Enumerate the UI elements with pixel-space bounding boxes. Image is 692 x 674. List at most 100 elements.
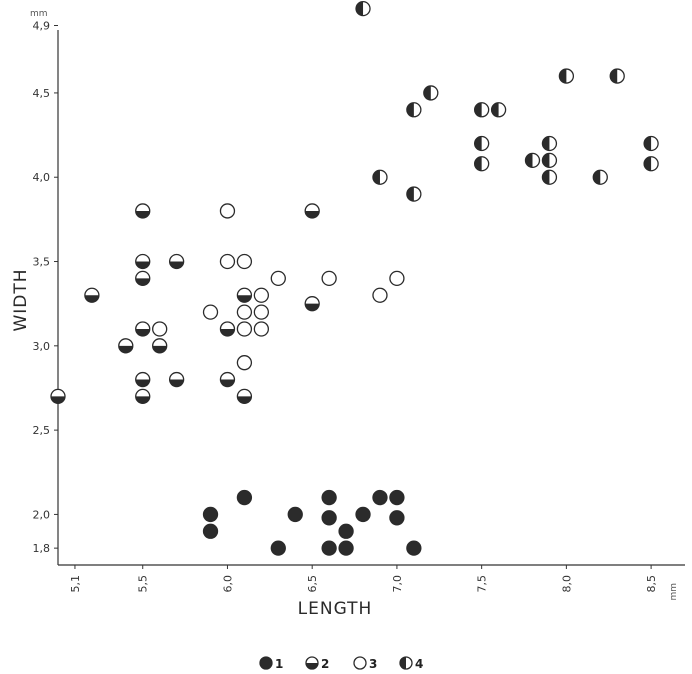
legend-label: 3 xyxy=(369,657,377,671)
data-point xyxy=(524,152,541,169)
data-point xyxy=(135,203,151,219)
data-point xyxy=(609,68,625,84)
legend-label: 4 xyxy=(415,657,423,671)
legend-label: 2 xyxy=(321,657,329,671)
x-tick-label: 7,0 xyxy=(391,575,404,593)
data-point xyxy=(219,371,236,388)
x-tick-label: 8,0 xyxy=(560,575,573,593)
data-point xyxy=(389,510,405,526)
data-point xyxy=(152,321,168,337)
y-tick-label: 2,0 xyxy=(33,508,51,521)
data-point xyxy=(202,304,219,320)
y-axis-title: WIDTH xyxy=(11,268,31,331)
data-point xyxy=(355,506,371,523)
data-point xyxy=(321,540,337,556)
data-point xyxy=(236,355,253,371)
data-point xyxy=(592,169,608,185)
data-point xyxy=(253,321,270,337)
data-point xyxy=(202,523,219,539)
data-point xyxy=(473,156,490,172)
data-point xyxy=(558,68,575,84)
x-tick-label: 5,5 xyxy=(137,575,150,593)
x-axis-title: LENGTH xyxy=(298,599,373,619)
data-point xyxy=(372,169,388,185)
data-point xyxy=(473,102,490,118)
legend-label: 1 xyxy=(275,657,283,671)
data-point xyxy=(219,253,236,270)
data-point xyxy=(389,270,405,287)
data-point xyxy=(321,270,337,287)
data-point xyxy=(643,135,659,152)
y-tick-label: 1,8 xyxy=(33,542,51,555)
legend-marker xyxy=(399,656,413,670)
data-point xyxy=(253,304,270,320)
series-4 xyxy=(355,0,659,202)
data-point xyxy=(643,156,659,172)
x-tick-label: 7,5 xyxy=(476,575,489,593)
data-points xyxy=(50,0,659,556)
data-point xyxy=(135,371,151,388)
data-point xyxy=(338,523,354,539)
y-tick-label: 4,5 xyxy=(33,87,51,100)
y-ticks: 1,8 2,0 2,5 3,0 3,5 4,0 4,5 4,9 xyxy=(33,19,58,555)
data-point xyxy=(135,388,151,405)
data-point xyxy=(304,203,320,219)
data-point xyxy=(152,338,168,354)
data-point xyxy=(236,304,253,320)
data-point xyxy=(490,102,507,118)
data-point xyxy=(541,169,558,185)
data-point xyxy=(219,203,236,219)
legend-item-1: 1 xyxy=(259,656,283,671)
x-ticks: 5,1 5,5 6,0 6,5 7,0 7,5 8,0 8,5 xyxy=(69,565,658,593)
y-tick-label: 2,5 xyxy=(33,424,51,437)
data-point xyxy=(135,253,151,270)
series-2 xyxy=(50,203,320,405)
data-point xyxy=(219,321,236,337)
x-tick-label: 8,5 xyxy=(645,575,658,593)
x-tick-label: 5,1 xyxy=(69,575,82,593)
y-tick-label: 3,0 xyxy=(33,340,51,353)
series-1 xyxy=(202,489,422,556)
data-point xyxy=(135,270,151,287)
legend-item-3: 3 xyxy=(353,656,377,671)
data-point xyxy=(304,296,320,312)
legend-marker xyxy=(259,656,273,670)
data-point xyxy=(236,388,253,405)
data-point xyxy=(118,338,134,354)
data-point xyxy=(541,135,558,152)
legend-marker xyxy=(353,656,367,670)
data-point xyxy=(338,540,354,556)
data-point xyxy=(168,371,185,388)
y-tick-label: 4,9 xyxy=(33,19,51,32)
x-tick-label: 6,5 xyxy=(306,575,319,593)
data-point xyxy=(253,287,270,303)
data-point xyxy=(270,270,286,287)
data-point xyxy=(406,186,422,202)
y-unit-label: mm xyxy=(30,9,48,19)
legend-item-2: 2 xyxy=(305,656,329,671)
data-point xyxy=(321,510,337,526)
data-point xyxy=(423,85,439,101)
legend: 1 2 3 4 xyxy=(259,656,423,671)
x-tick-label: 6,0 xyxy=(221,575,234,593)
data-point xyxy=(321,489,337,506)
data-point xyxy=(406,540,422,556)
data-point xyxy=(236,489,253,506)
data-point xyxy=(287,506,303,523)
series-3 xyxy=(152,203,405,371)
data-point xyxy=(389,489,405,506)
x-unit-label: mm xyxy=(669,583,679,601)
data-point xyxy=(406,102,422,118)
y-tick-label: 4,0 xyxy=(33,171,51,184)
data-point xyxy=(236,287,253,303)
data-point xyxy=(84,287,100,303)
data-point xyxy=(50,388,66,405)
data-point xyxy=(168,253,185,270)
data-point xyxy=(541,152,558,169)
data-point xyxy=(372,489,388,506)
data-point xyxy=(236,321,253,337)
data-point xyxy=(236,253,253,270)
data-point xyxy=(202,506,219,523)
legend-marker xyxy=(305,656,319,670)
